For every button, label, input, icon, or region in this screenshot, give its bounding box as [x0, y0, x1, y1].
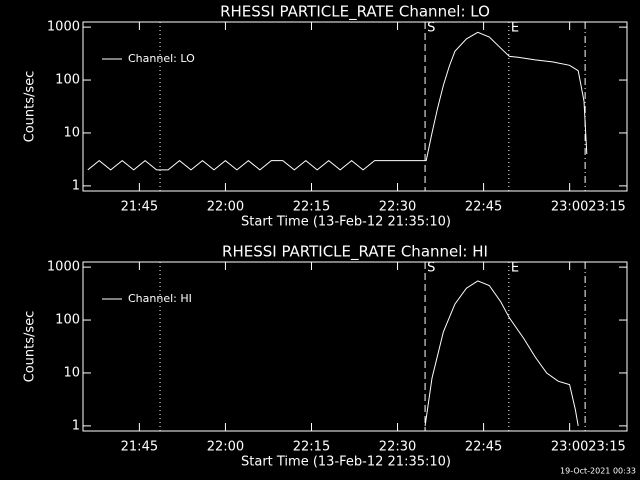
- marker-label: E: [511, 261, 519, 276]
- y-tick-label: 1: [72, 178, 80, 193]
- x-tick-label: 22:30: [379, 440, 416, 455]
- plot-frame: [82, 21, 628, 192]
- chart-title: RHESSI PARTICLE_RATE Channel: HI: [222, 243, 488, 262]
- y-tick-label: 1: [72, 418, 80, 433]
- y-tick-label: 10: [63, 125, 80, 140]
- x-tick-label: 22:00: [207, 200, 244, 215]
- x-tick-label: 22:15: [293, 200, 330, 215]
- x-tick-label: 22:30: [379, 200, 416, 215]
- y-tick-label: 1000: [47, 20, 80, 35]
- y-tick-label: 100: [55, 73, 80, 88]
- y-tick-label: 1000: [47, 260, 80, 275]
- y-tick-label: 10: [63, 365, 80, 380]
- y-axis-label: Counts/sec: [23, 311, 38, 383]
- y-axis-label: Counts/sec: [23, 71, 38, 143]
- x-tick-label: 23:15: [588, 200, 625, 215]
- y-tick-label: 100: [55, 313, 80, 328]
- marker-label: S: [427, 21, 435, 36]
- legend-label: Channel: LO: [128, 52, 195, 65]
- footer: 19-Oct-2021 00:33: [560, 467, 636, 476]
- x-tick-label: 23:00: [551, 440, 588, 455]
- x-tick-label: 22:45: [465, 440, 502, 455]
- legend-label: Channel: HI: [128, 292, 192, 305]
- x-tick-label: 23:00: [551, 200, 588, 215]
- plot-frame: [82, 261, 628, 432]
- x-tick-label: 21:45: [121, 200, 158, 215]
- x-tick-label: 21:45: [121, 440, 158, 455]
- x-tick-label: 22:00: [207, 440, 244, 455]
- x-tick-label: 22:15: [293, 440, 330, 455]
- marker-label: S: [427, 261, 435, 276]
- x-axis-label: Start Time (13-Feb-12 21:35:10): [241, 215, 451, 230]
- chart-title: RHESSI PARTICLE_RATE Channel: LO: [220, 3, 490, 22]
- x-tick-label: 23:15: [588, 440, 625, 455]
- x-axis-label: Start Time (13-Feb-12 21:35:10): [241, 455, 451, 470]
- data-line: [424, 280, 579, 426]
- marker-label: E: [511, 21, 519, 36]
- x-tick-label: 22:45: [465, 200, 502, 215]
- data-line: [87, 31, 588, 171]
